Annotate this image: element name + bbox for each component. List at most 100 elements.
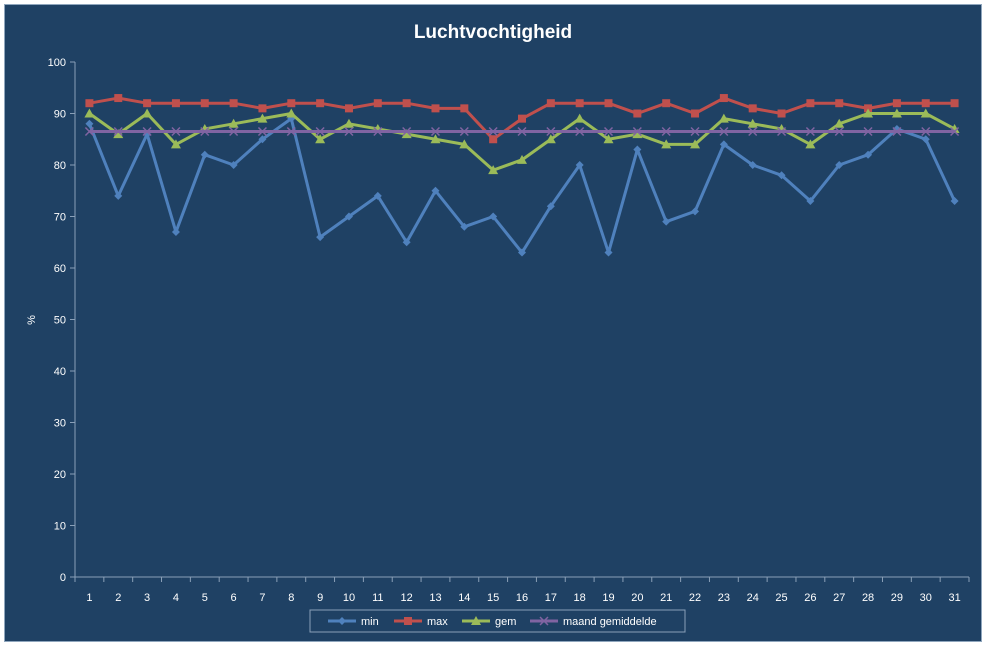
x-tick-label: 28: [862, 592, 874, 604]
data-point-gem: [315, 134, 326, 144]
x-tick-label: 5: [202, 592, 208, 604]
data-point-max: [806, 99, 815, 108]
data-point-gem: [286, 108, 297, 118]
data-point-max: [864, 104, 873, 113]
legend-box: [309, 609, 686, 633]
data-point-maand-gemiddelde: [690, 126, 700, 137]
data-point-max: [460, 104, 469, 113]
data-point-maand-gemiddelde: [257, 126, 267, 137]
data-point-min: [777, 171, 786, 180]
data-point-max: [344, 104, 353, 113]
data-point-min: [806, 197, 815, 206]
data-point-max: [575, 99, 584, 108]
data-point-min: [402, 238, 411, 247]
x-tick-label: 22: [689, 592, 701, 604]
data-point-gem: [257, 113, 268, 123]
data-point-min: [864, 150, 873, 159]
y-tick-label: 60: [54, 263, 66, 275]
data-point-max: [748, 104, 757, 113]
y-tick-label: 80: [54, 160, 66, 172]
legend-marker-max: [404, 617, 412, 625]
data-point-maand-gemiddelde: [661, 126, 671, 137]
data-point-gem: [228, 118, 239, 128]
data-point-gem: [632, 129, 643, 139]
data-point-gem: [113, 129, 124, 139]
data-point-gem: [545, 134, 556, 144]
series-min: [85, 114, 959, 257]
data-point-min: [489, 212, 498, 221]
data-point-maand-gemiddelde: [200, 126, 210, 137]
data-point-maand-gemiddelde: [892, 126, 902, 137]
data-point-gem: [891, 108, 902, 118]
x-tick-label: 31: [948, 592, 960, 604]
data-point-max: [604, 99, 613, 108]
data-point-min: [460, 222, 469, 231]
data-point-maand-gemiddelde: [921, 126, 931, 137]
data-point-min: [546, 202, 555, 211]
data-point-max: [85, 99, 94, 108]
data-point-maand-gemiddelde: [603, 126, 614, 137]
data-point-min: [575, 161, 584, 169]
y-tick-label: 100: [48, 57, 66, 69]
data-point-gem: [661, 139, 672, 149]
data-point-min: [431, 186, 440, 195]
x-tick-label: 23: [718, 592, 730, 604]
data-point-gem: [574, 113, 585, 123]
legend-item-max: max: [394, 616, 448, 628]
data-point-min: [835, 161, 844, 169]
data-point-gem: [718, 113, 729, 123]
data-point-min: [691, 207, 700, 216]
data-point-maand-gemiddelde: [142, 126, 152, 137]
y-tick-label: 50: [54, 315, 66, 327]
data-point-gem: [488, 165, 499, 175]
data-point-gem: [84, 108, 95, 118]
data-point-gem: [603, 134, 614, 144]
data-point-gem: [747, 118, 758, 128]
series-line-min: [88, 117, 956, 255]
data-point-min: [748, 161, 757, 169]
x-tick-label: 10: [343, 592, 355, 604]
data-point-max: [489, 135, 498, 144]
y-tick-label: 40: [54, 366, 66, 378]
data-point-maand-gemiddelde: [84, 126, 94, 137]
data-point-max: [719, 94, 728, 103]
data-point-max: [892, 99, 901, 108]
y-tick-label: 90: [54, 109, 66, 121]
legend-marker-maand-gemiddelde: [539, 616, 549, 626]
data-point-maand-gemiddelde: [488, 126, 498, 137]
data-point-maand-gemiddelde: [834, 126, 844, 137]
y-tick-label: 20: [54, 469, 66, 481]
legend-item-maand-gemiddelde: maand gemiddelde: [530, 616, 657, 628]
legend-label-maand-gemiddelde: maand gemiddelde: [563, 616, 657, 628]
data-point-max: [229, 99, 238, 108]
data-point-min: [200, 150, 209, 159]
data-point-max: [633, 109, 642, 118]
data-point-max: [662, 99, 671, 108]
x-tick-label: 29: [891, 592, 903, 604]
chart-title: Luchtvochtigheid: [414, 22, 572, 43]
series-max: [85, 94, 959, 144]
data-point-maand-gemiddelde: [459, 126, 469, 137]
legend-item-min: min: [328, 616, 379, 628]
data-point-min: [316, 233, 325, 242]
data-point-min: [258, 135, 267, 144]
x-tick-label: 12: [401, 592, 413, 604]
x-tick-label: 18: [574, 592, 586, 604]
data-point-gem: [834, 118, 845, 128]
legend-marker-gem: [471, 616, 481, 625]
x-tick-label: 17: [545, 592, 557, 604]
x-tick-label: 8: [288, 592, 294, 604]
data-point-maand-gemiddelde: [113, 126, 123, 137]
x-tick-label: 16: [516, 592, 528, 604]
y-tick-label: 0: [60, 572, 66, 584]
data-point-maand-gemiddelde: [748, 126, 758, 137]
data-point-min: [604, 248, 613, 257]
y-tick-label: 30: [54, 418, 66, 430]
legend: min max gem maand gemiddelde: [309, 609, 686, 633]
x-tick-label: 25: [775, 592, 787, 604]
data-point-max: [373, 99, 382, 108]
x-tick-label: 1: [86, 592, 92, 604]
y-tick-label: 70: [54, 212, 66, 224]
y-axis-title: %: [26, 315, 38, 325]
data-point-maand-gemiddelde: [950, 126, 960, 137]
